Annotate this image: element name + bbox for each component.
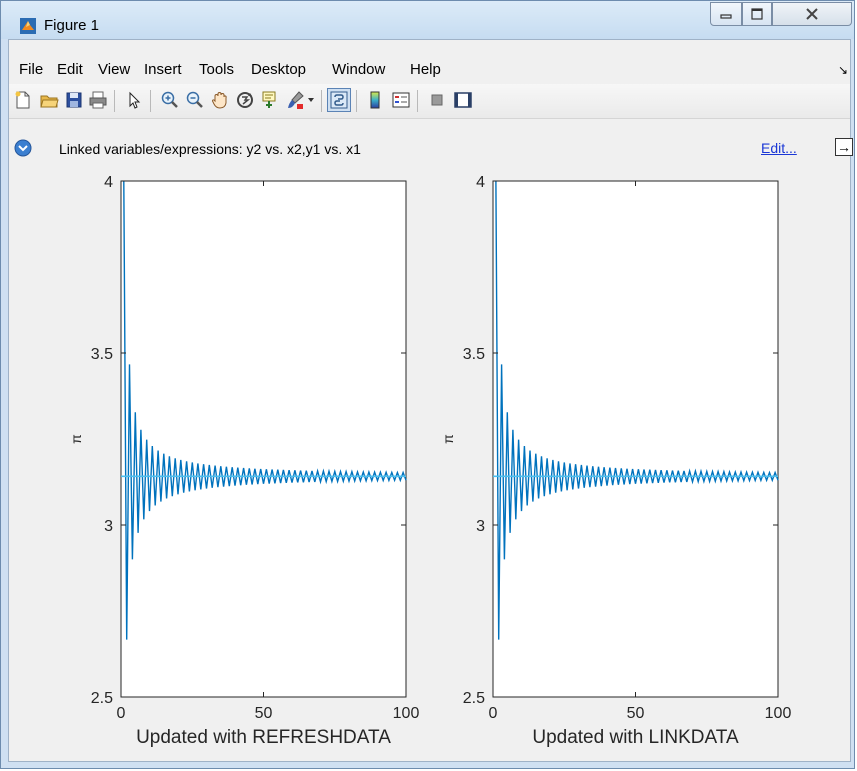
menu-dock-arrow-icon[interactable]: ↘ xyxy=(838,63,848,77)
brush-dropdown-icon[interactable] xyxy=(305,88,317,112)
chart-2: 2.5 3 3.5 4 0 50 100 Updated with LINKDATA π xyxy=(440,174,791,748)
toolbar-separator xyxy=(321,90,322,112)
menu-window[interactable]: Window xyxy=(332,61,385,78)
y-tick-label: 3.5 xyxy=(91,346,113,363)
toolbar-separator xyxy=(417,90,418,112)
y-tick-label: 4 xyxy=(104,174,113,191)
toolbar-separator xyxy=(114,90,115,112)
x-tick-label: 0 xyxy=(489,705,498,722)
menu-file[interactable]: File xyxy=(19,61,43,78)
data-cursor-icon[interactable] xyxy=(258,88,282,112)
link-plot-icon[interactable] xyxy=(327,88,351,112)
maximize-icon xyxy=(751,8,763,20)
axes-box xyxy=(121,181,406,697)
y-axis-label: π xyxy=(440,434,456,444)
menu-insert[interactable]: Insert xyxy=(144,61,182,78)
x-axis-label: Updated with REFRESHDATA xyxy=(136,727,391,748)
window-title: Figure 1 xyxy=(44,17,99,34)
rotate-3d-icon[interactable] xyxy=(233,88,257,112)
linked-variables-text: Linked variables/expressions: y2 vs. x2,… xyxy=(59,141,361,157)
expand-circle-icon[interactable] xyxy=(14,139,32,157)
linked-variables-bar: Linked variables/expressions: y2 vs. x2,… xyxy=(9,136,850,162)
y-tick-label: 2.5 xyxy=(463,690,485,707)
edit-link[interactable]: Edit... xyxy=(761,140,797,156)
colorbar-icon[interactable] xyxy=(363,88,387,112)
brush-icon[interactable] xyxy=(283,88,307,112)
figure-client-area: File Edit View Insert Tools Desktop Wind… xyxy=(8,39,851,762)
maximize-button[interactable] xyxy=(742,2,772,26)
close-button[interactable] xyxy=(772,2,852,26)
toolbar-separator xyxy=(356,90,357,112)
open-file-icon[interactable] xyxy=(37,88,61,112)
hide-plot-tools-icon[interactable] xyxy=(425,88,449,112)
pointer-icon[interactable] xyxy=(122,88,146,112)
minimize-button[interactable] xyxy=(710,2,742,26)
title-bar[interactable]: Figure 1 xyxy=(1,1,854,39)
plot-area: 2.5 3 3.5 4 0 50 100 Updated with REFRESHDATA π 2… xyxy=(9,162,850,759)
menu-help[interactable]: Help xyxy=(410,61,441,78)
toolbar-separator xyxy=(150,90,151,112)
matlab-icon xyxy=(20,18,36,34)
x-tick-label: 50 xyxy=(627,705,645,722)
y-tick-label: 3.5 xyxy=(463,346,485,363)
menu-view[interactable]: View xyxy=(98,61,130,78)
x-tick-label: 50 xyxy=(255,705,273,722)
legend-icon[interactable] xyxy=(389,88,413,112)
new-figure-icon[interactable] xyxy=(11,88,35,112)
zoom-in-icon[interactable] xyxy=(158,88,182,112)
axes-box xyxy=(493,181,778,697)
x-tick-label: 100 xyxy=(765,705,792,722)
x-tick-label: 0 xyxy=(117,705,126,722)
arrow-right-icon[interactable]: → xyxy=(835,138,853,156)
menu-desktop[interactable]: Desktop xyxy=(251,61,306,78)
y-tick-label: 2.5 xyxy=(91,690,113,707)
y-axis-label: π xyxy=(68,434,84,444)
minimize-icon xyxy=(720,9,732,19)
menu-tools[interactable]: Tools xyxy=(199,61,234,78)
figure-toolbar xyxy=(9,84,850,119)
y-tick-label: 3 xyxy=(104,518,113,535)
x-tick-label: 100 xyxy=(393,705,420,722)
print-icon[interactable] xyxy=(86,88,110,112)
close-icon xyxy=(804,7,820,21)
x-axis-label: Updated with LINKDATA xyxy=(532,727,739,748)
menu-bar: File Edit View Insert Tools Desktop Wind… xyxy=(9,59,850,84)
zoom-out-icon[interactable] xyxy=(183,88,207,112)
y-tick-label: 4 xyxy=(476,174,485,191)
show-plot-tools-icon[interactable] xyxy=(451,88,475,112)
y-tick-label: 3 xyxy=(476,518,485,535)
pan-icon[interactable] xyxy=(208,88,232,112)
save-icon[interactable] xyxy=(62,88,86,112)
menu-edit[interactable]: Edit xyxy=(57,61,83,78)
